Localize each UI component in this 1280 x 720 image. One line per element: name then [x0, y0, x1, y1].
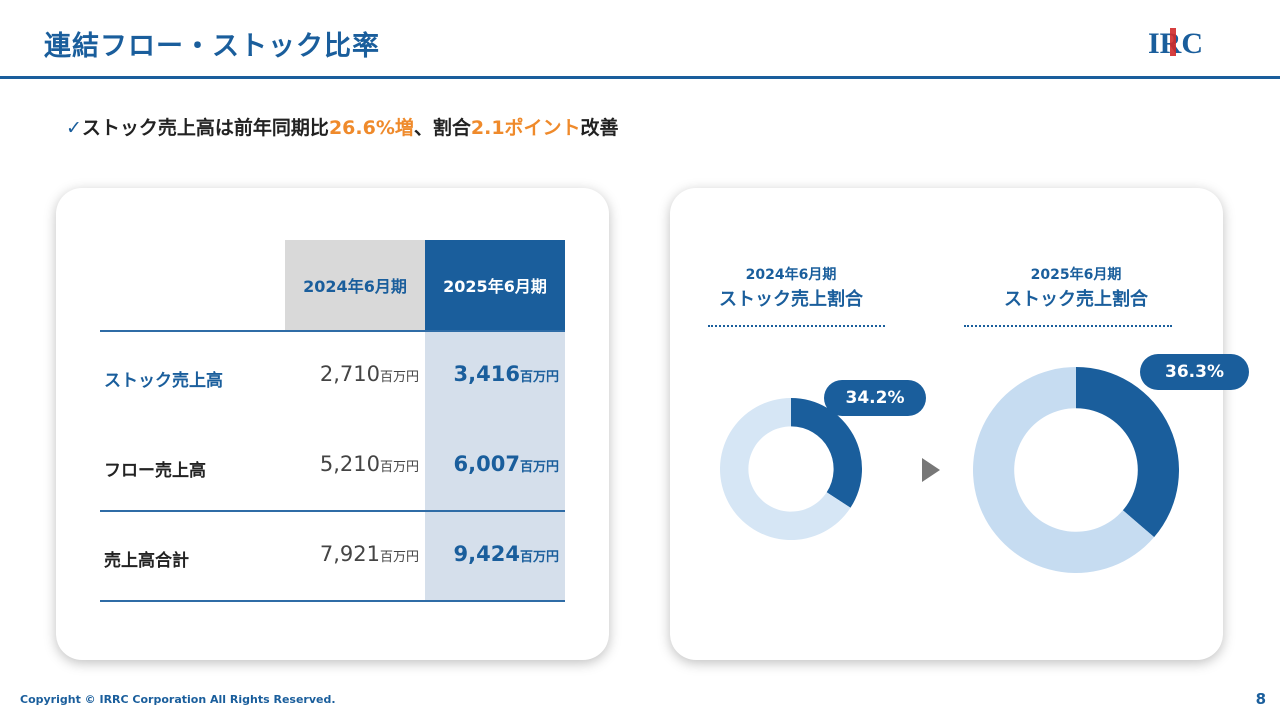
stock-share-slice: [791, 398, 862, 508]
donut-title-2024: 2024年6月期 ストック売上割合: [719, 267, 863, 310]
value-2024-stock: 2,710百万円: [319, 362, 419, 386]
donut-label-2025: 36.3%: [1140, 354, 1249, 390]
ratio-chart-card: 2024年6月期 ストック売上割合 2025年6月期 ストック売上割合 34.2…: [670, 188, 1249, 660]
value-2024-flow: 5,210百万円: [319, 452, 419, 476]
flow-share-slice: [720, 398, 851, 540]
title-underline: [708, 325, 885, 327]
row-label-flow: フロー売上高: [104, 461, 206, 481]
stock-share-slice: [1076, 367, 1179, 538]
header-divider: [0, 76, 1280, 79]
column-header-2024: 2024年6月期: [285, 240, 425, 330]
table-divider: [100, 330, 565, 332]
table-divider: [100, 600, 565, 602]
highlight-points: 2.1ポイント: [470, 117, 581, 139]
donut-label-2024: 34.2%: [824, 380, 926, 416]
highlight-column: [425, 330, 565, 602]
table-divider: [100, 510, 565, 512]
donut-title-2025: 2025年6月期 ストック売上割合: [1004, 267, 1148, 310]
page-title: 連結フロー・ストック比率: [44, 31, 380, 62]
row-label-total: 売上高合計: [104, 551, 189, 571]
column-header-2025: 2025年6月期: [425, 240, 565, 330]
arrow-right-icon: [922, 458, 940, 482]
donut-chart-2025: [973, 367, 1179, 573]
highlight-growth: 26.6%増: [328, 117, 414, 139]
headline: ✓ストック売上高は前年同期比26.6%増、割合2.1ポイント改善: [66, 117, 619, 139]
company-logo: IRC: [1148, 27, 1203, 60]
value-2025-stock: 3,416百万円: [453, 362, 559, 386]
donut-chart-2024: [720, 398, 862, 540]
row-label-stock: ストック売上高: [104, 371, 223, 391]
sales-table-card: 2024年6月期 2025年6月期 ストック売上高 2,710百万円 3,416…: [56, 188, 609, 660]
value-2024-total: 7,921百万円: [319, 542, 419, 566]
flow-share-slice: [973, 367, 1155, 573]
page-number: 8: [1255, 690, 1266, 708]
value-2025-total: 9,424百万円: [453, 542, 559, 566]
title-underline: [964, 325, 1172, 327]
copyright: Copyright © IRRC Corporation All Rights …: [20, 693, 336, 706]
value-2025-flow: 6,007百万円: [453, 452, 559, 476]
check-icon: ✓: [66, 117, 82, 139]
